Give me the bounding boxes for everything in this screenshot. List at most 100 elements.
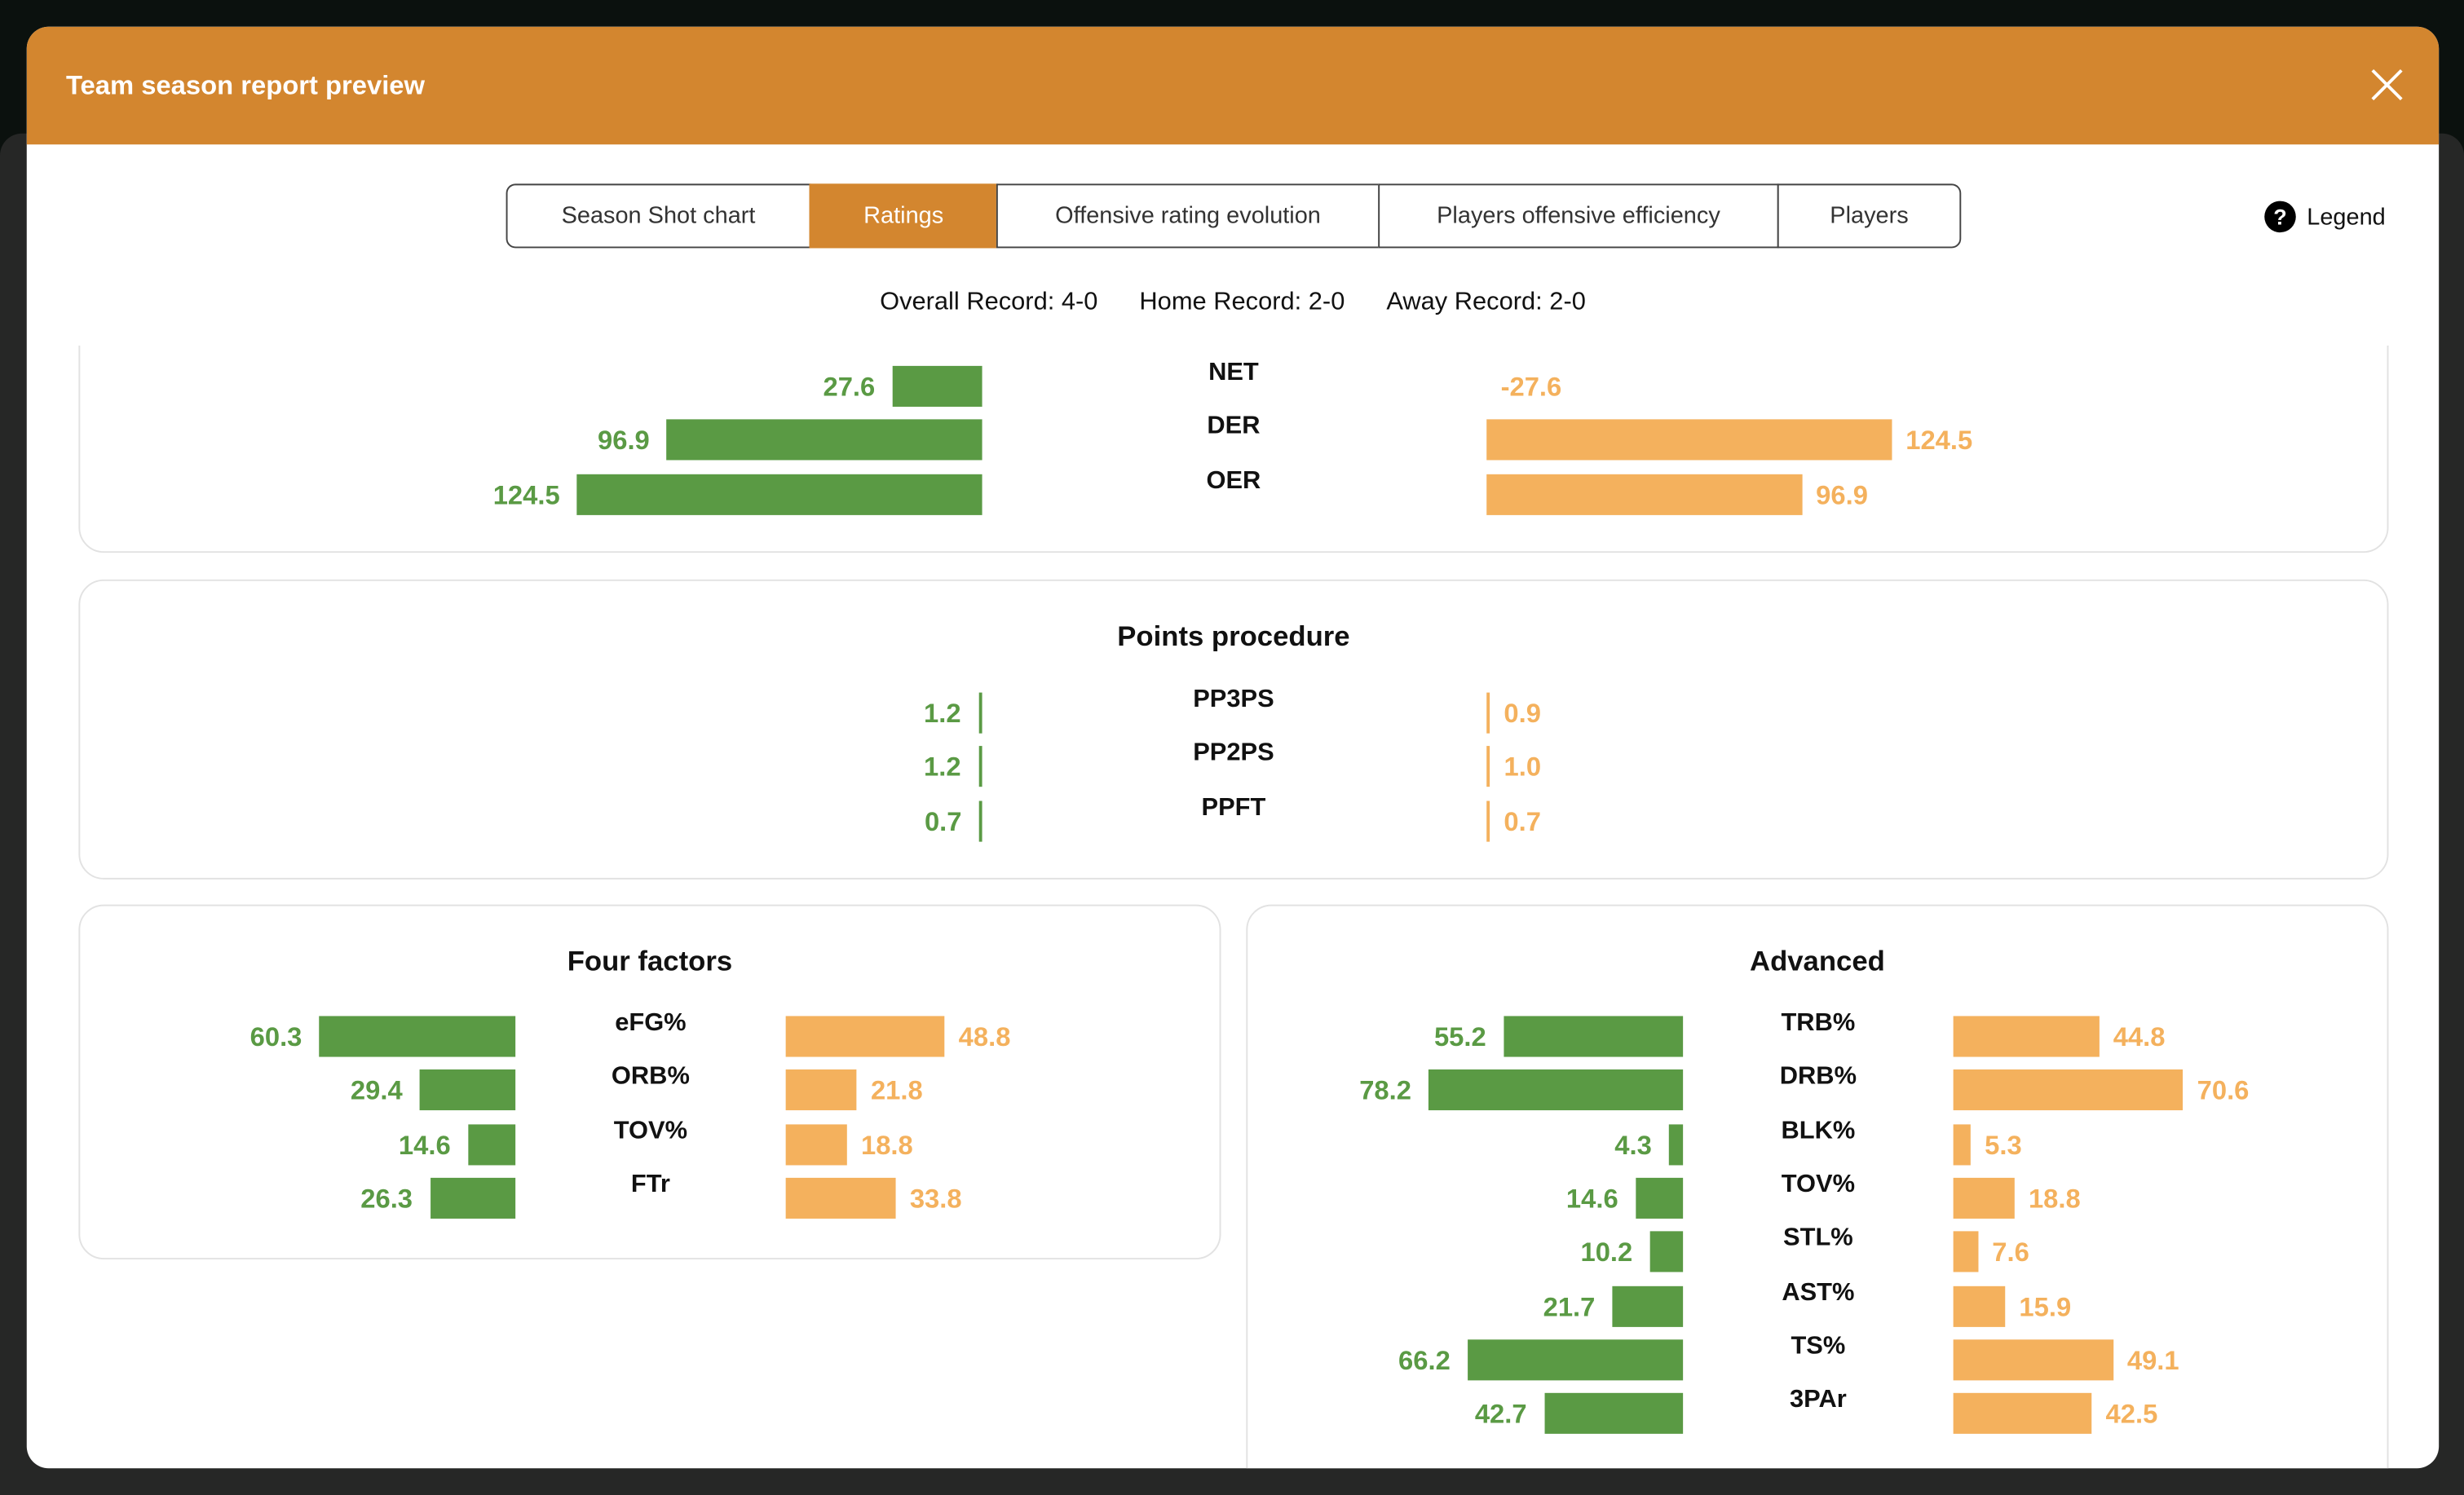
opponent-value: 48.8 [958,1022,1011,1052]
opponent-bar [785,1123,847,1165]
opponent-value: 0.7 [1504,806,1541,837]
opponent-bar [785,1069,857,1111]
team-value: 42.7 [1474,1399,1527,1430]
stat-row: 42.7 3PAr 42.5 [1247,1387,2387,1435]
tab-ratings[interactable]: Ratings [809,183,998,249]
stat-label: 3PAr [1790,1387,1847,1414]
team-value: 124.5 [492,479,560,510]
team-value: 14.6 [398,1130,451,1160]
opponent-bar [1486,800,1490,841]
team-value: 27.6 [823,372,876,403]
panel-title: Advanced [1750,945,1885,977]
records: Overall Record: 4-0 Home Record: 2-0 Awa… [27,289,2439,317]
opponent-bar [1486,419,1892,461]
overall-record: Overall Record: 4-0 [880,289,1098,316]
advanced-panel: Advanced 55.2 TRB% 44.8 78.2 DRB% 70.6 4.3 BLK% 5… [1246,904,2389,1469]
modal-header: Team season report preview [26,26,2440,145]
tab-offensive-rating-evolution[interactable]: Offensive rating evolution [996,183,1380,249]
stat-label: BLK% [1781,1117,1856,1144]
opponent-value: 49.1 [2126,1345,2179,1376]
opponent-bar [1953,1123,1971,1165]
stat-row: 60.3 eFG% 48.8 [80,1010,1219,1057]
stat-label: AST% [1782,1279,1855,1306]
opponent-value: 18.8 [2028,1184,2081,1214]
tab-season-shot-chart[interactable]: Season Shot chart [506,183,811,249]
team-bar [467,1123,516,1165]
four-factors-panel: Four factors 60.3 eFG% 48.8 29.4 ORB% 21.8 14.6… [78,904,1221,1260]
team-bar [666,419,983,461]
stat-label: FTr [630,1171,670,1198]
opponent-bar [1953,1069,2184,1111]
tab-players[interactable]: Players [1777,183,1962,249]
stat-label: OER [1206,467,1261,495]
team-value: 0.7 [924,806,962,837]
team-value: 29.4 [350,1076,403,1106]
opponent-value: 7.6 [1992,1237,2029,1268]
stat-label: PP2PS [1193,739,1274,767]
legend-label: Legend [2307,203,2386,231]
modal-title: Team season report preview [65,70,426,101]
opponent-value: 44.8 [2113,1022,2166,1052]
team-bar [978,746,983,787]
team-bar [1543,1392,1684,1435]
stat-label: TOV% [613,1117,688,1144]
stat-label: NET [1208,359,1259,386]
stat-row: 14.6 TOV% 18.8 [1247,1171,2387,1219]
team-bar [1503,1016,1684,1057]
tab-players-offensive-efficiency[interactable]: Players offensive efficiency [1378,183,1779,249]
opponent-bar [1953,1338,2113,1381]
team-value: 14.6 [1565,1184,1618,1214]
stat-label: TRB% [1781,1009,1856,1037]
stat-row: 14.6 TOV% 18.8 [80,1118,1219,1165]
team-bar [1468,1338,1684,1381]
tab-bar: Season Shot chart Ratings Offensive rati… [506,183,1962,249]
opponent-value: 33.8 [909,1184,962,1214]
panel-title: Points procedure [1117,620,1350,652]
team-bar [892,365,983,407]
team-bar [576,474,983,515]
team-value: 60.3 [249,1022,302,1052]
opponent-bar [1953,1016,2100,1057]
opponent-bar [1953,1177,2015,1219]
opponent-bar [785,1016,945,1057]
opponent-value: 18.8 [860,1130,913,1160]
team-bar [430,1177,516,1219]
team-value: 1.2 [924,699,961,729]
team-bar [978,692,983,734]
opponent-value: 1.0 [1504,752,1542,783]
team-value: 78.2 [1359,1076,1411,1106]
close-icon[interactable] [2369,68,2404,102]
panel-title: Four factors [567,945,733,977]
home-record: Home Record: 2-0 [1139,289,1345,316]
team-bar [319,1016,516,1057]
stat-row: 78.2 DRB% 70.6 [1247,1064,2387,1111]
stat-row: 27.6 NET -27.6 [80,359,2387,407]
team-bar [1668,1123,1684,1165]
opponent-bar [1486,692,1490,734]
opponent-bar [1953,1285,2006,1326]
stat-label: PP3PS [1193,686,1274,713]
ratings-content[interactable]: 27.6 NET -27.6 96.9 DER 124.5 124.5 OER 96.9 Poi… [27,345,2439,1469]
opponent-value: 42.5 [2105,1399,2158,1430]
team-bar [1635,1177,1684,1219]
stat-row: 10.2 STL% 7.6 [1247,1225,2387,1272]
opponent-bar [1486,474,1802,515]
team-value: 21.7 [1543,1291,1596,1322]
opponent-value: 124.5 [1905,426,1973,456]
team-value: 26.3 [360,1184,413,1214]
ratings-panel: 27.6 NET -27.6 96.9 DER 124.5 124.5 OER 96.9 [78,345,2389,553]
team-value: 66.2 [1398,1345,1451,1376]
team-value: 1.2 [924,752,961,783]
stat-row: 29.4 ORB% 21.8 [80,1064,1219,1111]
legend-button[interactable]: ? Legend [2264,201,2386,233]
stat-row: 1.2 PP3PS 0.9 [80,686,2387,734]
team-value: 10.2 [1580,1237,1633,1268]
opponent-value: 96.9 [1816,479,1868,510]
stat-row: 1.2 PP2PS 1.0 [80,740,2387,787]
team-bar [1649,1231,1684,1272]
stat-row: 4.3 BLK% 5.3 [1247,1118,2387,1165]
team-bar [1612,1285,1684,1326]
stat-row: 55.2 TRB% 44.8 [1247,1010,2387,1057]
team-value: 4.3 [1614,1130,1652,1160]
stat-label: eFG% [615,1009,687,1037]
